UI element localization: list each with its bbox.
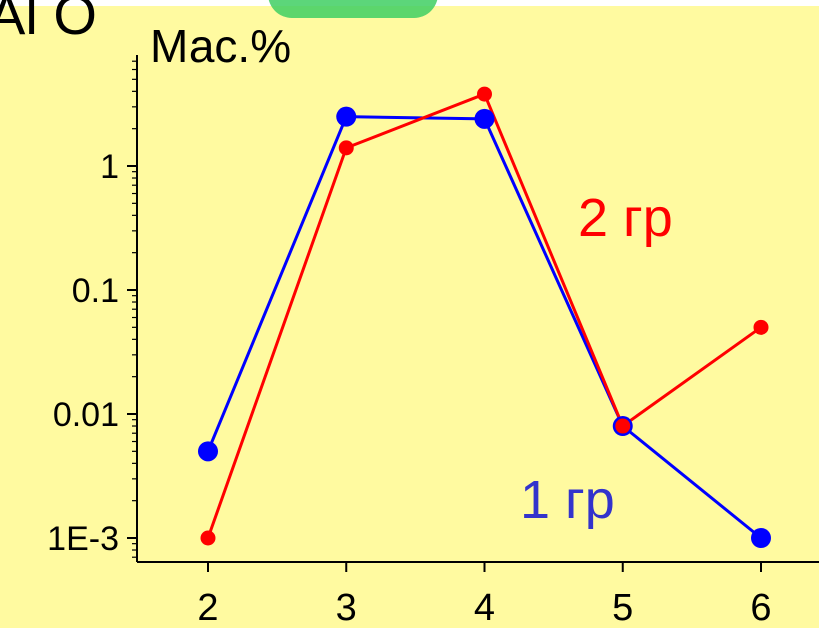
y-tick-label: 0.1	[72, 272, 119, 310]
y-tick-label: 0.01	[53, 396, 119, 434]
x-ticks: 2 3 4 5 6	[197, 562, 772, 628]
y-axis-label: Мас.%	[150, 20, 291, 72]
x-tick-label: 4	[474, 587, 495, 628]
data-point-series-1	[198, 441, 218, 462]
data-point-series-1	[474, 108, 495, 129]
data-point-series-1	[751, 528, 771, 548]
x-tick-label: 2	[197, 587, 218, 628]
y-ticks: 1E-3 0.01 0.1 1	[47, 60, 137, 558]
slide-title-fragment: Al O	[0, 0, 97, 46]
data-point-series-2	[477, 86, 492, 102]
x-tick-label: 5	[612, 587, 633, 628]
axes	[136, 55, 819, 563]
data-point-series-2	[338, 140, 354, 156]
data-point-series-2	[615, 418, 631, 434]
x-tick-label: 3	[336, 587, 357, 628]
x-tick-label: 6	[750, 587, 771, 628]
series-line-1	[206, 115, 762, 540]
decorative-image-fragment	[268, 0, 438, 18]
annotation-1gr: 1 гр	[520, 470, 615, 530]
data-point-series-2	[200, 530, 216, 546]
data-point-series-1	[336, 106, 357, 127]
data-point-series-2	[753, 319, 769, 335]
series-layer	[198, 86, 771, 548]
annotation-2gr: 2 гр	[578, 188, 673, 248]
y-tick-label: 1E-3	[47, 520, 119, 558]
y-tick-label: 1	[100, 148, 119, 186]
